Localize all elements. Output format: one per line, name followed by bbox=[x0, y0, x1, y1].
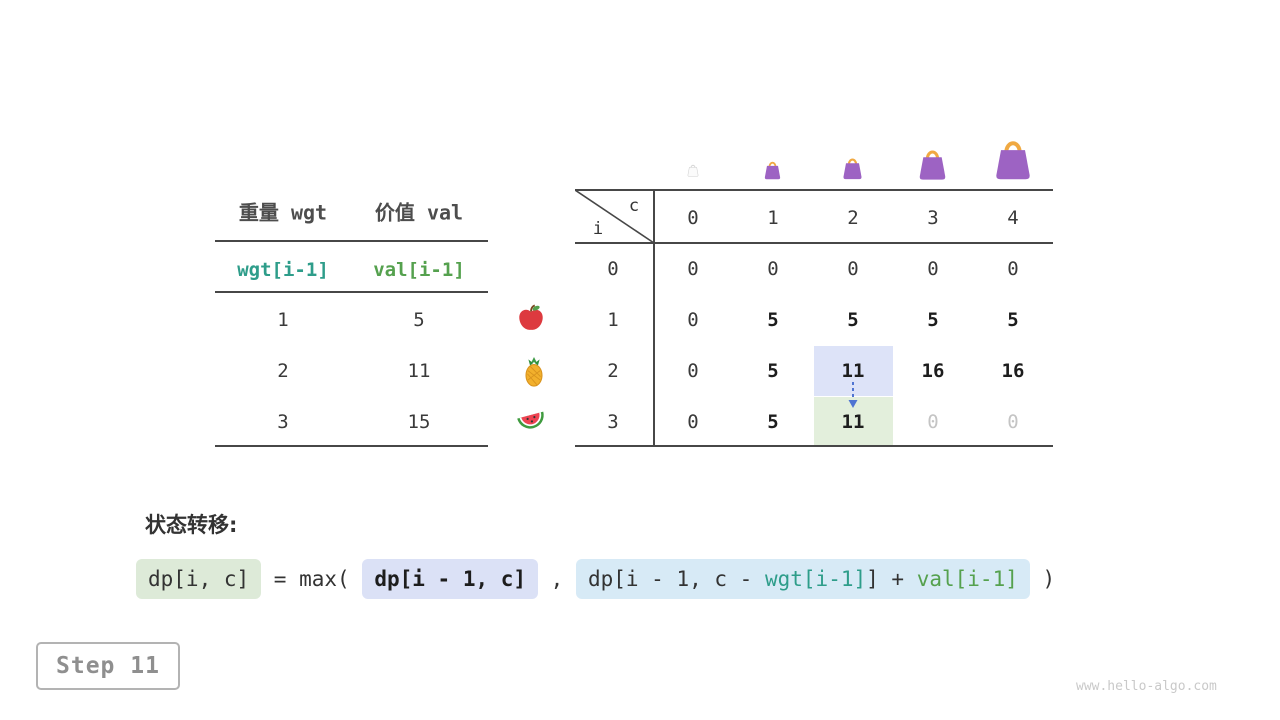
table-rule bbox=[215, 291, 488, 293]
item-value: 5 bbox=[413, 309, 425, 331]
item-weight: 1 bbox=[277, 309, 289, 331]
bag-medium-icon bbox=[843, 158, 862, 180]
dp-cell-2-0: 0 bbox=[687, 360, 699, 382]
row-header: 0 bbox=[607, 258, 619, 280]
watermelon-icon bbox=[517, 411, 544, 429]
dp-cell-0-3: 0 bbox=[927, 258, 939, 280]
col-header: 0 bbox=[687, 207, 699, 229]
weight-column-header: 重量 wgt bbox=[238, 200, 328, 225]
bag-empty-icon bbox=[687, 164, 699, 177]
table-rule bbox=[215, 445, 488, 447]
formula-lhs-box: dp[i, c] bbox=[136, 559, 262, 599]
dp-cell-1-4: 5 bbox=[1007, 309, 1019, 331]
value-column-header: 价值 val bbox=[374, 200, 464, 225]
formula-arg2-prefix: dp[i - 1, c - bbox=[587, 567, 765, 591]
formula-comma: , bbox=[538, 567, 576, 591]
bag-small-icon bbox=[764, 161, 781, 180]
table-rule bbox=[215, 240, 488, 242]
step-indicator: Step 11 bbox=[36, 642, 180, 690]
item-axis-label: i bbox=[592, 219, 604, 239]
col-header: 4 bbox=[1007, 207, 1019, 229]
state-transition-heading: 状态转移: bbox=[145, 513, 238, 537]
dp-cell-2-2: 11 bbox=[841, 360, 865, 382]
item-value: 15 bbox=[407, 411, 431, 433]
table-rule bbox=[653, 189, 655, 447]
item-value: 11 bbox=[407, 360, 431, 382]
dp-cell-3-3: 0 bbox=[927, 411, 939, 433]
row-header: 3 bbox=[607, 411, 619, 433]
col-header: 2 bbox=[847, 207, 859, 229]
bag-xlarge-icon bbox=[996, 141, 1030, 180]
header-diagonal-rule bbox=[575, 190, 655, 244]
table-rule bbox=[575, 242, 1053, 244]
dp-cell-2-3: 16 bbox=[921, 360, 945, 382]
formula-arg2-box: dp[i - 1, c - wgt[i-1]] + val[i-1] bbox=[575, 559, 1030, 599]
highlighted-cell-dp-2-2 bbox=[814, 346, 893, 396]
dp-cell-0-4: 0 bbox=[1007, 258, 1019, 280]
site-watermark: www.hello-algo.com bbox=[1076, 679, 1217, 694]
formula-equals-max: = max( bbox=[261, 567, 363, 591]
capacity-axis-label: c bbox=[628, 196, 640, 216]
dp-cell-1-0: 0 bbox=[687, 309, 699, 331]
formula-arg2-mid: ] + bbox=[866, 567, 917, 591]
dp-cell-1-1: 5 bbox=[767, 309, 779, 331]
formula-arg1-box: dp[i - 1, c] bbox=[362, 559, 539, 599]
dp-cell-0-0: 0 bbox=[687, 258, 699, 280]
dp-cell-3-0: 0 bbox=[687, 411, 699, 433]
dp-cell-1-2: 5 bbox=[847, 309, 859, 331]
formula-close-paren: ) bbox=[1029, 567, 1056, 591]
col-header: 1 bbox=[767, 207, 779, 229]
formula-arg2-wgt: wgt[i-1] bbox=[764, 567, 867, 591]
state-transition-formula: dp[i, c] = max( dp[i - 1, c] , dp[i - 1,… bbox=[136, 559, 1055, 599]
dp-cell-1-3: 5 bbox=[927, 309, 939, 331]
dp-cell-3-2: 11 bbox=[841, 411, 865, 433]
dp-cell-2-1: 5 bbox=[767, 360, 779, 382]
item-weight: 2 bbox=[277, 360, 289, 382]
table-rule bbox=[575, 445, 1053, 447]
row-header: 2 bbox=[607, 360, 619, 382]
pineapple-icon bbox=[525, 357, 543, 387]
dp-cell-3-1: 5 bbox=[767, 411, 779, 433]
dp-cell-2-4: 16 bbox=[1001, 360, 1025, 382]
col-header: 3 bbox=[927, 207, 939, 229]
table-rule bbox=[575, 189, 1053, 191]
apple-icon bbox=[519, 304, 543, 330]
arrow-down-icon bbox=[848, 382, 858, 408]
dp-cell-0-1: 0 bbox=[767, 258, 779, 280]
step-label: Step 11 bbox=[56, 653, 160, 679]
val-variable-label: val[i-1] bbox=[373, 259, 465, 281]
item-weight: 3 bbox=[277, 411, 289, 433]
wgt-variable-label: wgt[i-1] bbox=[237, 259, 329, 281]
bag-large-icon bbox=[919, 150, 946, 180]
dp-cell-3-4: 0 bbox=[1007, 411, 1019, 433]
row-header: 1 bbox=[607, 309, 619, 331]
formula-arg2-val: val[i-1] bbox=[916, 567, 1018, 591]
dp-cell-0-2: 0 bbox=[847, 258, 859, 280]
